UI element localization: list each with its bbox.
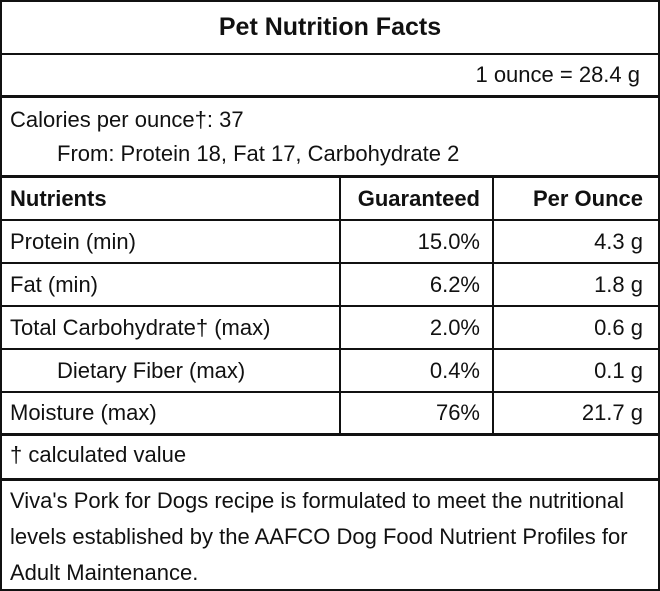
guaranteed-value: 6.2%	[429, 271, 480, 297]
calories-per-ounce: Calories per ounce†: 37	[10, 107, 244, 132]
column-divider	[339, 221, 341, 262]
per-ounce-value: 1.8 g	[594, 271, 643, 297]
nutrient-name: Moisture (max)	[10, 400, 157, 425]
aafco-statement: Viva's Pork for Dogs recipe is formulate…	[2, 481, 658, 589]
footnote-text: † calculated value	[10, 442, 187, 467]
table-row: Dietary Fiber (max) 0.4% 0.1 g	[2, 350, 658, 393]
column-divider	[492, 350, 494, 391]
column-header-per-ounce: Per Ounce	[532, 185, 643, 211]
guaranteed-value: 0.4%	[429, 357, 480, 383]
aafco-statement-text: Viva's Pork for Dogs recipe is formulate…	[10, 488, 628, 585]
footnote: † calculated value	[2, 436, 658, 481]
table-row: Protein (min) 15.0% 4.3 g	[2, 221, 658, 264]
table-header: Nutrients Guaranteed Per Ounce	[2, 178, 658, 221]
column-divider	[339, 264, 341, 305]
label-title: Pet Nutrition Facts	[2, 2, 658, 55]
column-divider	[492, 393, 494, 433]
column-divider	[492, 307, 494, 348]
column-divider	[492, 264, 494, 305]
serving-size: 1 ounce = 28.4 g	[2, 55, 658, 98]
column-divider	[339, 393, 341, 433]
column-divider	[339, 350, 341, 391]
column-header-nutrients: Nutrients	[10, 185, 107, 211]
nutrient-name: Dietary Fiber (max)	[57, 357, 246, 383]
column-divider	[492, 178, 494, 219]
per-ounce-value: 21.7 g	[581, 400, 643, 425]
table-row: Moisture (max) 76% 21.7 g	[2, 393, 658, 436]
calories-section: Calories per ounce†: 37 From: Protein 18…	[2, 98, 658, 178]
guaranteed-value: 2.0%	[429, 314, 480, 340]
column-divider	[492, 221, 494, 262]
calories-breakdown: From: Protein 18, Fat 17, Carbohydrate 2	[57, 141, 460, 166]
per-ounce-value: 0.1 g	[594, 357, 643, 383]
nutrient-name: Protein (min)	[10, 228, 136, 254]
table-row: Fat (min) 6.2% 1.8 g	[2, 264, 658, 307]
guaranteed-value: 76%	[435, 400, 480, 425]
per-ounce-value: 0.6 g	[594, 314, 643, 340]
column-divider	[339, 307, 341, 348]
table-row: Total Carbohydrate† (max) 2.0% 0.6 g	[2, 307, 658, 350]
column-divider	[339, 178, 341, 219]
nutrient-name: Total Carbohydrate† (max)	[10, 314, 271, 340]
guaranteed-value: 15.0%	[417, 228, 480, 254]
nutrient-name: Fat (min)	[10, 271, 98, 297]
per-ounce-value: 4.3 g	[594, 228, 643, 254]
column-header-guaranteed: Guaranteed	[357, 185, 480, 211]
